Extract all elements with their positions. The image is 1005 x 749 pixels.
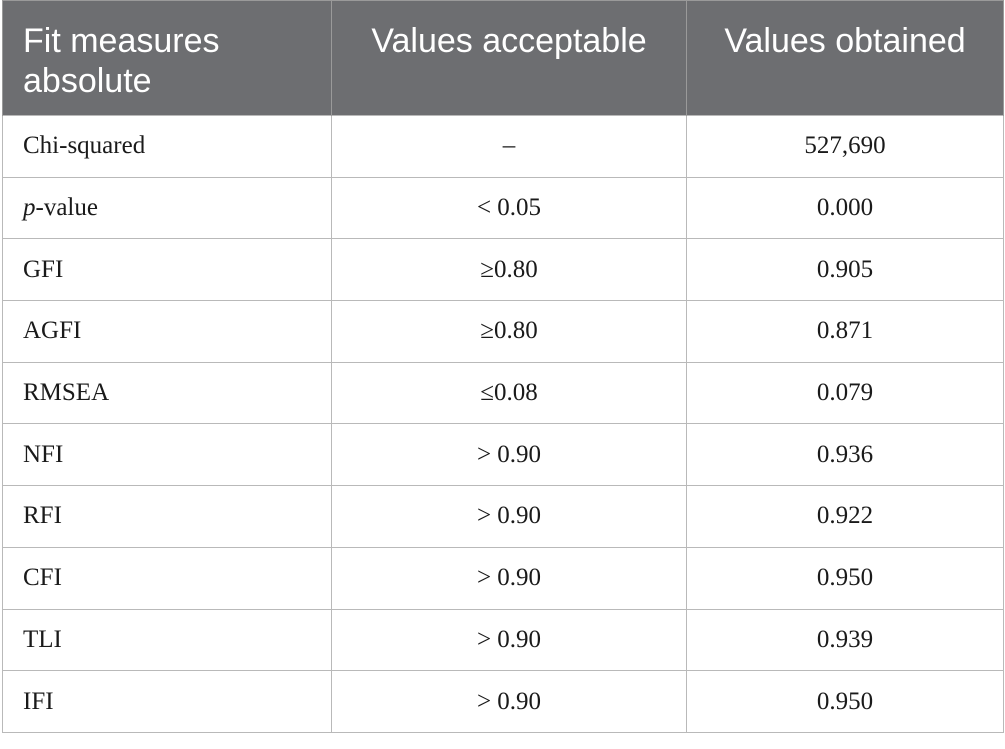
cell-measure: RFI <box>2 485 332 548</box>
cell-acceptable: > 0.90 <box>331 608 687 672</box>
cell-measure: NFI <box>2 423 332 487</box>
table-row: Chi-squared – 527,690 <box>2 115 1004 178</box>
measure-label: TLI <box>23 625 62 653</box>
cell-obtained: 527,690 <box>686 115 1004 178</box>
fit-measures-table: Fit measures absolute Values acceptable … <box>2 0 1004 733</box>
cell-obtained: 0.936 <box>686 423 1004 487</box>
table-row: IFI > 0.90 0.950 <box>2 670 1004 733</box>
cell-acceptable: ≥0.80 <box>331 300 687 363</box>
measure-label: GFI <box>23 255 64 283</box>
cell-obtained: 0.871 <box>686 300 1004 363</box>
cell-measure: AGFI <box>2 300 332 363</box>
table-row: RFI > 0.90 0.922 <box>2 485 1004 548</box>
cell-acceptable: > 0.90 <box>331 546 687 610</box>
cell-acceptable: ≤0.08 <box>331 361 687 425</box>
cell-obtained: 0.950 <box>686 670 1004 733</box>
measure-prefix: p <box>23 194 36 222</box>
measure-label: CFI <box>23 564 62 592</box>
cell-obtained: 0.939 <box>686 608 1004 672</box>
cell-measure: CFI <box>2 546 332 610</box>
cell-acceptable: < 0.05 <box>331 176 687 240</box>
header-values-obtained: Values obtained <box>686 0 1004 116</box>
table-row: AGFI ≥0.80 0.871 <box>2 300 1004 363</box>
table-row: TLI > 0.90 0.939 <box>2 608 1004 672</box>
cell-obtained: 0.922 <box>686 485 1004 548</box>
cell-obtained: 0.905 <box>686 238 1004 302</box>
table-row: GFI ≥0.80 0.905 <box>2 238 1004 302</box>
measure-label: Chi-squared <box>23 132 146 160</box>
table-header: Fit measures absolute Values acceptable … <box>2 0 1004 116</box>
cell-measure: TLI <box>2 608 332 672</box>
measure-label: AGFI <box>23 317 82 345</box>
cell-acceptable: > 0.90 <box>331 670 687 733</box>
cell-obtained: 0.000 <box>686 176 1004 240</box>
header-fit-measures: Fit measures absolute <box>2 0 332 116</box>
measure-label: NFI <box>23 440 64 468</box>
header-values-acceptable: Values acceptable <box>331 0 687 116</box>
measure-label: RMSEA <box>23 379 110 407</box>
cell-obtained: 0.079 <box>686 361 1004 425</box>
cell-measure: IFI <box>2 670 332 733</box>
table-row: RMSEA ≤0.08 0.079 <box>2 361 1004 425</box>
cell-acceptable: > 0.90 <box>331 423 687 487</box>
measure-label: RFI <box>23 502 62 530</box>
measure-label: IFI <box>23 687 54 715</box>
table-body: Chi-squared – 527,690 p-value < 0.05 0.0… <box>2 115 1004 733</box>
table-row: p-value < 0.05 0.000 <box>2 176 1004 240</box>
cell-acceptable: ≥0.80 <box>331 238 687 302</box>
cell-measure: RMSEA <box>2 361 332 425</box>
cell-acceptable: > 0.90 <box>331 485 687 548</box>
cell-acceptable: – <box>331 115 687 178</box>
table-row: CFI > 0.90 0.950 <box>2 546 1004 610</box>
cell-obtained: 0.950 <box>686 546 1004 610</box>
measure-label: -value <box>35 194 98 222</box>
cell-measure: p-value <box>2 176 332 240</box>
table-row: NFI > 0.90 0.936 <box>2 423 1004 487</box>
header-row: Fit measures absolute Values acceptable … <box>2 0 1004 116</box>
cell-measure: GFI <box>2 238 332 302</box>
cell-measure: Chi-squared <box>2 115 332 178</box>
